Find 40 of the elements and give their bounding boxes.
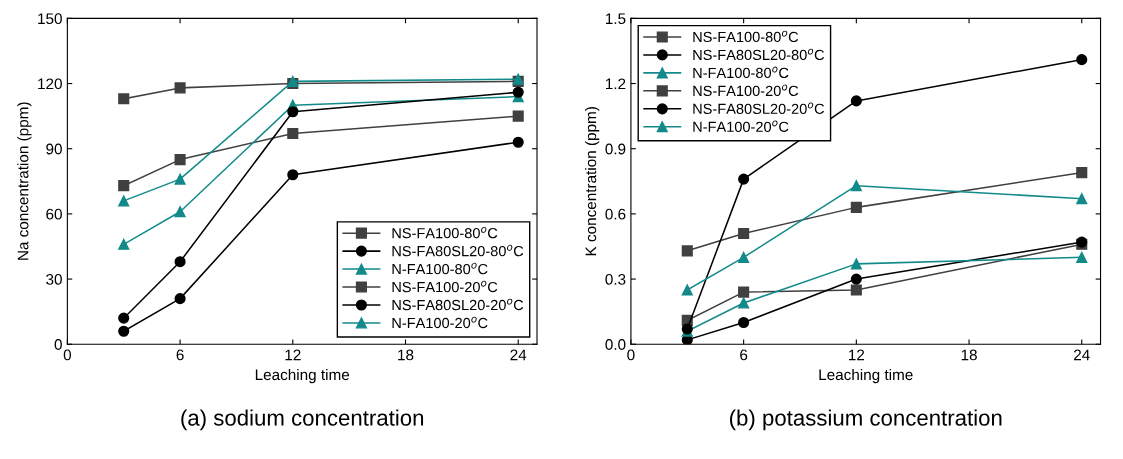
x-tick-label: 24 — [1074, 349, 1090, 361]
legend-label: N-FA100-20$^{o}$C — [392, 316, 488, 329]
x-axis-title: Leaching time — [255, 368, 350, 384]
legend-label: N-FA100-20$^{o}$C — [693, 120, 789, 132]
legend-label: NS-FA100-20$^{o}$C — [693, 84, 799, 97]
legend-label: NS-FA80SL20-20$^{o}$C — [693, 102, 825, 114]
x-tick-label: 12 — [285, 349, 301, 361]
y-tick-label: 150 — [38, 13, 62, 25]
y-tick-label: 0 — [54, 339, 62, 350]
x-tick-label: 6 — [740, 349, 748, 361]
legend-label: N-FA100-80$^{o}$C — [392, 262, 488, 275]
x-tick-label: 24 — [510, 349, 527, 361]
y-axis-title: Na concentration (ppm) — [17, 102, 32, 260]
x-tick-label: 0 — [63, 349, 72, 361]
y-tick-label: 0.0 — [605, 339, 626, 350]
y-tick-label: 0.6 — [605, 208, 626, 220]
y-axis-title: K concentration (ppm) — [585, 107, 600, 256]
x-tick-label: 0 — [627, 349, 635, 361]
text: (b) potassium concentration — [730, 409, 1002, 431]
legend-label: N-FA100-80$^{o}$C — [693, 66, 789, 79]
x-tick-label: 12 — [849, 349, 865, 361]
legend-label: NS-FA100-80$^{o}$C — [392, 226, 498, 239]
legend-label: NS-FA80SL20-20$^{o}$C — [392, 298, 524, 311]
text: (a) sodium concentration — [181, 409, 424, 431]
x-tick-label: 6 — [176, 349, 184, 361]
y-tick-label: 1.2 — [605, 78, 626, 90]
y-tick-label: 0.3 — [605, 273, 626, 285]
y-tick-label: 90 — [46, 143, 62, 155]
legend-label: NS-FA100-80$^{o}$C — [693, 30, 799, 43]
x-tick-label: 18 — [398, 349, 414, 361]
legend-label: NS-FA80SL20-80$^{o}$C — [693, 48, 825, 61]
x-tick-label: 18 — [961, 349, 977, 361]
y-tick-label: 1.5 — [605, 13, 626, 25]
y-tick-label: 0.9 — [605, 143, 626, 155]
legend-label: NS-FA100-20$^{o}$C — [392, 280, 498, 293]
x-axis-title: Leaching time — [819, 368, 913, 384]
y-tick-label: 120 — [38, 78, 62, 90]
legend-label: NS-FA80SL20-80$^{o}$C — [392, 244, 524, 257]
y-tick-label: 30 — [46, 273, 62, 285]
y-tick-label: 60 — [46, 208, 62, 220]
